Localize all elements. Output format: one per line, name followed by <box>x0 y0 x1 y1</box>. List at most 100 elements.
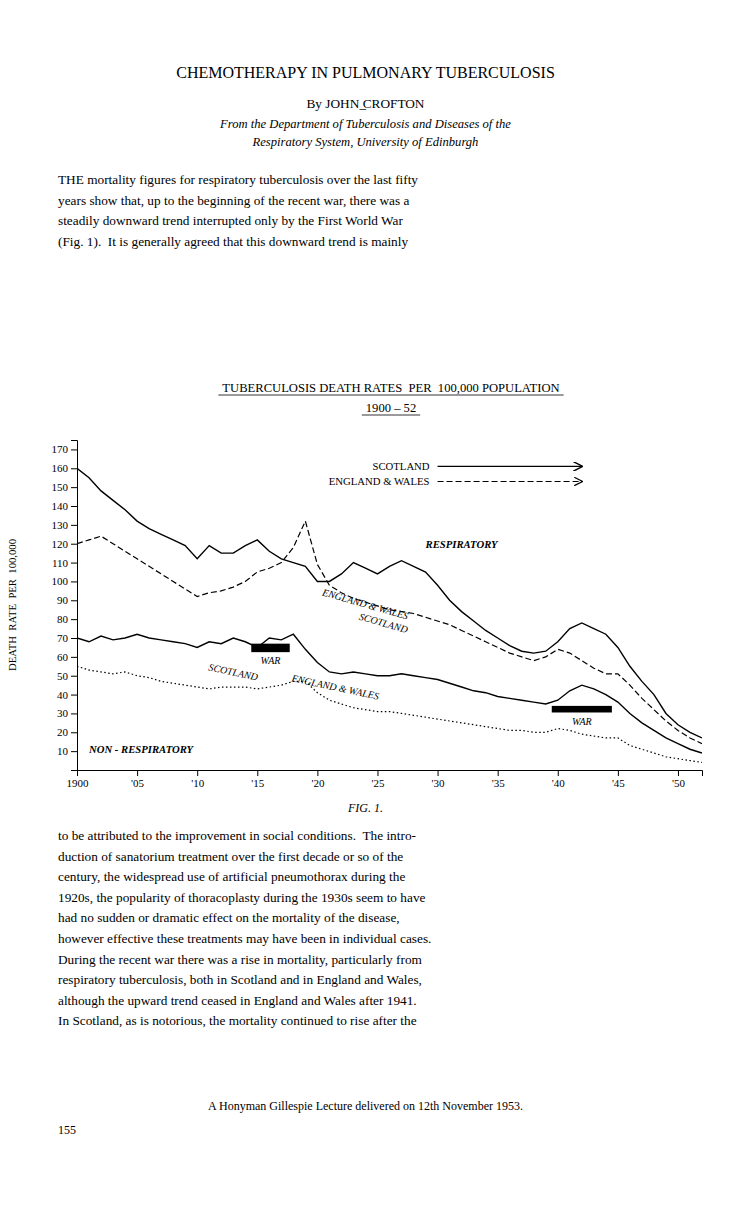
tick: '30 <box>432 770 445 789</box>
series-label: SCOTLAND <box>208 661 260 682</box>
tick: 80 <box>57 613 77 625</box>
series-label: ENGLAND & WALES <box>290 672 380 701</box>
axis-line <box>78 771 703 777</box>
tick-mark <box>558 770 559 776</box>
body-text: (Fig. 1). It is generally agreed that th… <box>58 234 408 249</box>
tick-mark <box>71 619 77 620</box>
tick-mark <box>377 770 378 776</box>
tick-label: 70 <box>57 632 69 644</box>
tick: '45 <box>612 770 625 789</box>
tick-mark <box>71 713 77 714</box>
axis-line <box>71 441 78 771</box>
body-text: century, the widespread use of artificia… <box>58 869 405 884</box>
tick-label: 140 <box>52 500 69 512</box>
legend-swatch <box>438 466 582 467</box>
tick: 130 <box>52 519 78 531</box>
tick-mark <box>71 468 77 469</box>
tick-label: 170 <box>52 443 69 455</box>
tick-mark <box>71 581 77 582</box>
tick: 20 <box>57 726 77 738</box>
body-text: years show that, up to the beginning of … <box>58 193 409 208</box>
tick: '35 <box>492 770 505 789</box>
page-number: 155 <box>58 1123 76 1137</box>
tick-label: 20 <box>57 726 69 738</box>
tick-mark <box>71 563 77 564</box>
body-text: however effective these treatments may h… <box>58 931 431 946</box>
tick: 30 <box>57 707 77 719</box>
tick-mark <box>71 449 77 450</box>
tick: '10 <box>191 770 204 789</box>
tick-mark <box>71 487 77 488</box>
legend-entry: SCOTLAND <box>373 460 430 472</box>
tick-label: 130 <box>52 519 69 531</box>
tick-mark <box>317 770 318 776</box>
tick-label: '20 <box>311 777 324 789</box>
tick-label: '50 <box>672 777 685 789</box>
tick-mark <box>438 770 439 776</box>
tick-label: '25 <box>371 777 384 789</box>
tick-label: 30 <box>57 707 69 719</box>
annotation: WAR <box>261 655 281 666</box>
war-marker <box>552 706 612 713</box>
body-text: although the upward trend ceased in Engl… <box>58 993 417 1008</box>
series-line <box>77 666 702 762</box>
annotation: RESPIRATORY <box>425 538 500 550</box>
tick-label: 150 <box>52 481 69 493</box>
annotation: WAR <box>572 716 592 727</box>
tick: 40 <box>57 689 77 701</box>
series-line <box>77 468 702 738</box>
tick-mark <box>71 525 77 526</box>
y-axis: 1020304050607080901001101201301401501601… <box>52 441 78 771</box>
page-title: CHEMOTHERAPY IN PULMONARY TUBERCULOSIS <box>176 64 555 81</box>
tick: 1900 <box>67 770 90 789</box>
tick: 50 <box>57 670 77 682</box>
tick: 120 <box>52 538 78 550</box>
chart-subtitle: 1900 – 52 <box>366 401 416 415</box>
tick: 10 <box>57 745 77 757</box>
tick: '15 <box>251 770 264 789</box>
tick-label: '35 <box>492 777 505 789</box>
page: CHEMOTHERAPY IN PULMONARY TUBERCULOSISBy… <box>0 0 731 1212</box>
tick: 60 <box>57 651 77 663</box>
tick-mark <box>137 770 138 776</box>
tick-label: '45 <box>612 777 625 789</box>
body-text: to be attributed to the improvement in s… <box>58 828 416 843</box>
legend-swatch <box>438 481 582 482</box>
tick-label: 120 <box>52 538 69 550</box>
footnote: A Honyman Gillespie Lecture delivered on… <box>208 1099 523 1113</box>
tick-label: '10 <box>191 777 204 789</box>
body-text: had no sudden or dramatic effect on the … <box>58 910 400 925</box>
tick-mark <box>71 544 77 545</box>
body-text: respiratory tuberculosis, both in Scotla… <box>58 972 422 987</box>
title-underline <box>218 395 563 396</box>
tick-mark <box>71 600 77 601</box>
tick-mark <box>498 770 499 776</box>
tick-mark <box>71 751 77 752</box>
tick-mark <box>618 770 619 776</box>
body-text: steadily downward trend interrupted only… <box>58 213 403 228</box>
tick-mark <box>71 657 77 658</box>
tick-mark <box>678 770 679 776</box>
tick: '20 <box>311 770 324 789</box>
tick: '50 <box>672 770 685 789</box>
tick-label: 60 <box>57 651 69 663</box>
tick-label: '15 <box>251 777 264 789</box>
figure-caption: FIG. 1. <box>347 801 383 815</box>
body-text: In Scotland, as is notorious, the mortal… <box>58 1013 417 1028</box>
tick: 150 <box>52 481 78 493</box>
series-line <box>77 634 702 753</box>
tick: 90 <box>57 594 77 606</box>
tick: '25 <box>371 770 384 789</box>
tick: 140 <box>52 500 78 512</box>
tick-mark <box>71 695 77 696</box>
tick-label: 80 <box>57 613 69 625</box>
body-text: During the recent war there was a rise i… <box>58 952 423 967</box>
tick: 160 <box>52 462 78 474</box>
body-text: THE mortality figures for respiratory tu… <box>58 172 418 187</box>
body-text: 1920s, the popularity of thoracoplasty d… <box>58 890 426 905</box>
x-axis: 1900'05'10'15'20'25'30'35'40'45'50 <box>67 770 703 789</box>
tick-label: 50 <box>57 670 69 682</box>
tick-label: 40 <box>57 689 69 701</box>
chart-title: TUBERCULOSIS DEATH RATES PER 100,000 POP… <box>222 381 559 395</box>
legend-entry: ENGLAND & WALES <box>329 475 430 487</box>
